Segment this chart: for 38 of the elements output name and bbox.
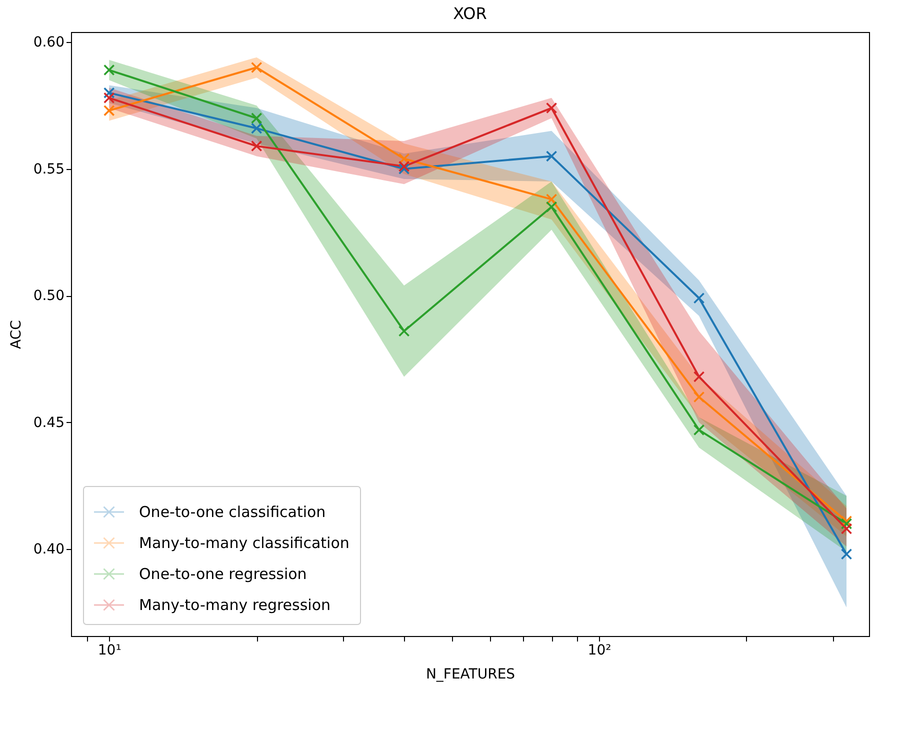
legend-label: One-to-one regression bbox=[139, 565, 307, 583]
y-tick-label: 0.50 bbox=[33, 288, 64, 304]
y-tick-label: 0.45 bbox=[33, 414, 64, 431]
chart-title: XOR bbox=[453, 4, 487, 23]
point bbox=[398, 325, 410, 337]
point bbox=[398, 160, 410, 172]
y-tick-label: 0.60 bbox=[33, 34, 64, 51]
point bbox=[398, 153, 410, 164]
point bbox=[546, 201, 558, 213]
x-tick-label: 10² bbox=[588, 642, 612, 658]
point bbox=[693, 424, 705, 436]
y-tick-label: 0.40 bbox=[33, 542, 64, 558]
point bbox=[103, 92, 115, 104]
point bbox=[840, 516, 852, 527]
legend-label: One-to-one classification bbox=[139, 503, 326, 521]
point bbox=[693, 292, 705, 304]
x-axis-title: N_FEATURES bbox=[426, 666, 516, 682]
point bbox=[398, 163, 410, 175]
point bbox=[250, 112, 262, 124]
point bbox=[250, 140, 262, 152]
point bbox=[103, 87, 115, 98]
y-tick-label: 0.55 bbox=[33, 161, 64, 178]
point bbox=[546, 194, 558, 205]
point bbox=[546, 102, 558, 114]
point bbox=[693, 371, 705, 382]
point bbox=[103, 104, 115, 116]
legend-label: Many-to-many regression bbox=[139, 596, 331, 614]
x-tick-label: 10¹ bbox=[98, 642, 122, 658]
point bbox=[693, 391, 705, 403]
y-axis-title: ACC bbox=[8, 320, 24, 349]
point bbox=[250, 62, 262, 74]
point bbox=[103, 64, 115, 76]
point bbox=[840, 523, 852, 534]
legend-label: Many-to-many classification bbox=[139, 534, 350, 552]
point bbox=[840, 518, 852, 530]
point bbox=[250, 122, 262, 134]
point bbox=[546, 150, 558, 162]
point bbox=[840, 548, 852, 560]
